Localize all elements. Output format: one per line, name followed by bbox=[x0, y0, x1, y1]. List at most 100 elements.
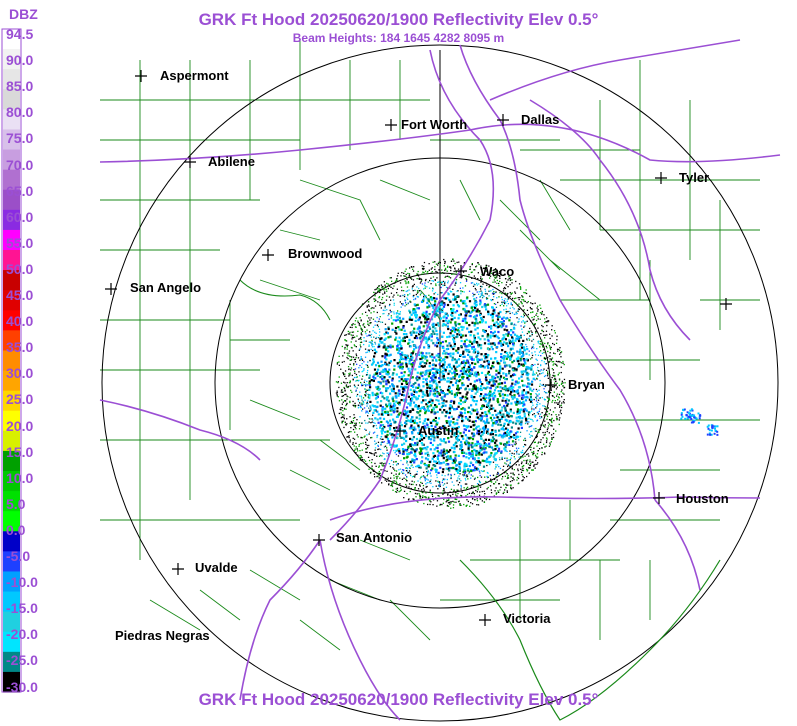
echo-pixel bbox=[460, 486, 462, 488]
echo-pixel bbox=[349, 333, 351, 335]
echo-pixel bbox=[349, 439, 351, 441]
echo-pixel bbox=[426, 445, 429, 449]
echo-pixel bbox=[430, 376, 433, 379]
echo-pixel bbox=[558, 419, 560, 421]
echo-pixel bbox=[453, 377, 456, 380]
echo-pixel bbox=[537, 366, 539, 369]
echo-pixel bbox=[534, 454, 537, 456]
echo-pixel bbox=[346, 398, 348, 400]
echo-pixel bbox=[544, 363, 547, 365]
echo-pixel bbox=[370, 452, 372, 454]
echo-pixel bbox=[453, 461, 456, 464]
echo-pixel bbox=[457, 290, 459, 292]
echo-pixel bbox=[491, 433, 494, 436]
echo-pixel bbox=[471, 321, 474, 324]
echo-pixel bbox=[521, 303, 523, 305]
echo-pixel bbox=[522, 310, 524, 312]
echo-pixel bbox=[481, 433, 484, 436]
echo-pixel bbox=[341, 391, 344, 393]
echo-pixel bbox=[507, 415, 510, 418]
echo-pixel bbox=[467, 445, 470, 448]
echo-pixel bbox=[535, 393, 537, 395]
echo-pixel bbox=[449, 352, 452, 355]
echo-pixel bbox=[453, 446, 456, 449]
echo-pixel bbox=[455, 369, 458, 372]
echo-pixel bbox=[443, 498, 445, 501]
echo-pixel bbox=[459, 362, 463, 365]
echo-pixel bbox=[552, 374, 554, 377]
echo-pixel bbox=[484, 426, 487, 429]
echo-pixel bbox=[531, 419, 533, 421]
echo-pixel bbox=[378, 365, 381, 368]
echo-pixel bbox=[494, 277, 496, 279]
echo-pixel bbox=[520, 457, 522, 459]
echo-pixel bbox=[548, 391, 550, 394]
echo-pixel bbox=[495, 465, 497, 467]
echo-pixel bbox=[525, 321, 527, 323]
echo-pixel bbox=[381, 407, 384, 410]
echo-pixel bbox=[410, 487, 412, 490]
echo-pixel bbox=[450, 309, 453, 312]
echo-pixel bbox=[459, 313, 462, 316]
echo-pixel bbox=[507, 317, 509, 319]
echo-pixel bbox=[402, 304, 404, 306]
echo-pixel bbox=[361, 404, 363, 406]
echo-pixel bbox=[521, 372, 524, 375]
echo-pixel bbox=[551, 438, 553, 440]
echo-pixel bbox=[426, 409, 429, 412]
echo-pixel bbox=[544, 399, 546, 401]
echo-pixel bbox=[401, 448, 405, 451]
legend-swatch bbox=[3, 109, 20, 131]
echo-pixel bbox=[539, 385, 541, 387]
echo-pixel bbox=[562, 392, 564, 394]
echo-pixel bbox=[508, 276, 510, 278]
echo-pixel bbox=[498, 491, 500, 493]
echo-pixel bbox=[471, 492, 473, 495]
echo-pixel bbox=[391, 383, 394, 386]
echo-pixel bbox=[479, 428, 482, 431]
echo-pixel bbox=[489, 454, 492, 457]
echo-pixel bbox=[405, 485, 408, 487]
echo-pixel bbox=[419, 407, 422, 410]
echo-pixel bbox=[449, 494, 451, 497]
echo-pixel bbox=[490, 313, 493, 317]
echo-pixel bbox=[393, 477, 395, 479]
echo-pixel bbox=[522, 389, 525, 392]
echo-pixel bbox=[482, 283, 484, 285]
echo-pixel bbox=[360, 320, 362, 322]
echo-pixel bbox=[509, 466, 511, 468]
echo-pixel bbox=[382, 417, 386, 420]
echo-pixel bbox=[436, 505, 438, 507]
echo-pixel bbox=[386, 370, 390, 373]
echo-pixel bbox=[480, 278, 482, 280]
echo-pixel bbox=[358, 428, 361, 430]
echo-pixel bbox=[439, 356, 442, 360]
echo-pixel bbox=[380, 469, 382, 471]
echo-pixel bbox=[447, 493, 449, 495]
echo-pixel bbox=[496, 360, 499, 363]
echo-pixel bbox=[431, 387, 434, 390]
echo-pixel bbox=[403, 442, 406, 445]
echo-pixel bbox=[434, 372, 437, 375]
echo-pixel bbox=[508, 372, 511, 375]
echo-pixel bbox=[458, 475, 460, 477]
echo-pixel bbox=[500, 325, 503, 328]
echo-pixel bbox=[439, 262, 441, 264]
echo-pixel bbox=[506, 411, 509, 414]
echo-pixel bbox=[529, 306, 531, 309]
echo-pixel bbox=[383, 465, 385, 467]
echo-pixel bbox=[534, 463, 536, 466]
echo-pixel bbox=[472, 492, 474, 494]
echo-pixel bbox=[529, 467, 531, 469]
echo-pixel bbox=[507, 432, 510, 435]
echo-pixel bbox=[538, 351, 541, 353]
echo-pixel bbox=[483, 459, 486, 463]
echo-pixel bbox=[517, 460, 519, 463]
echo-pixel bbox=[426, 475, 428, 477]
echo-pixel bbox=[527, 313, 529, 316]
echo-pixel bbox=[500, 442, 503, 445]
echo-pixel bbox=[480, 358, 483, 361]
echo-pixel bbox=[471, 309, 474, 312]
echo-pixel bbox=[534, 351, 536, 353]
echo-pixel bbox=[377, 380, 380, 384]
